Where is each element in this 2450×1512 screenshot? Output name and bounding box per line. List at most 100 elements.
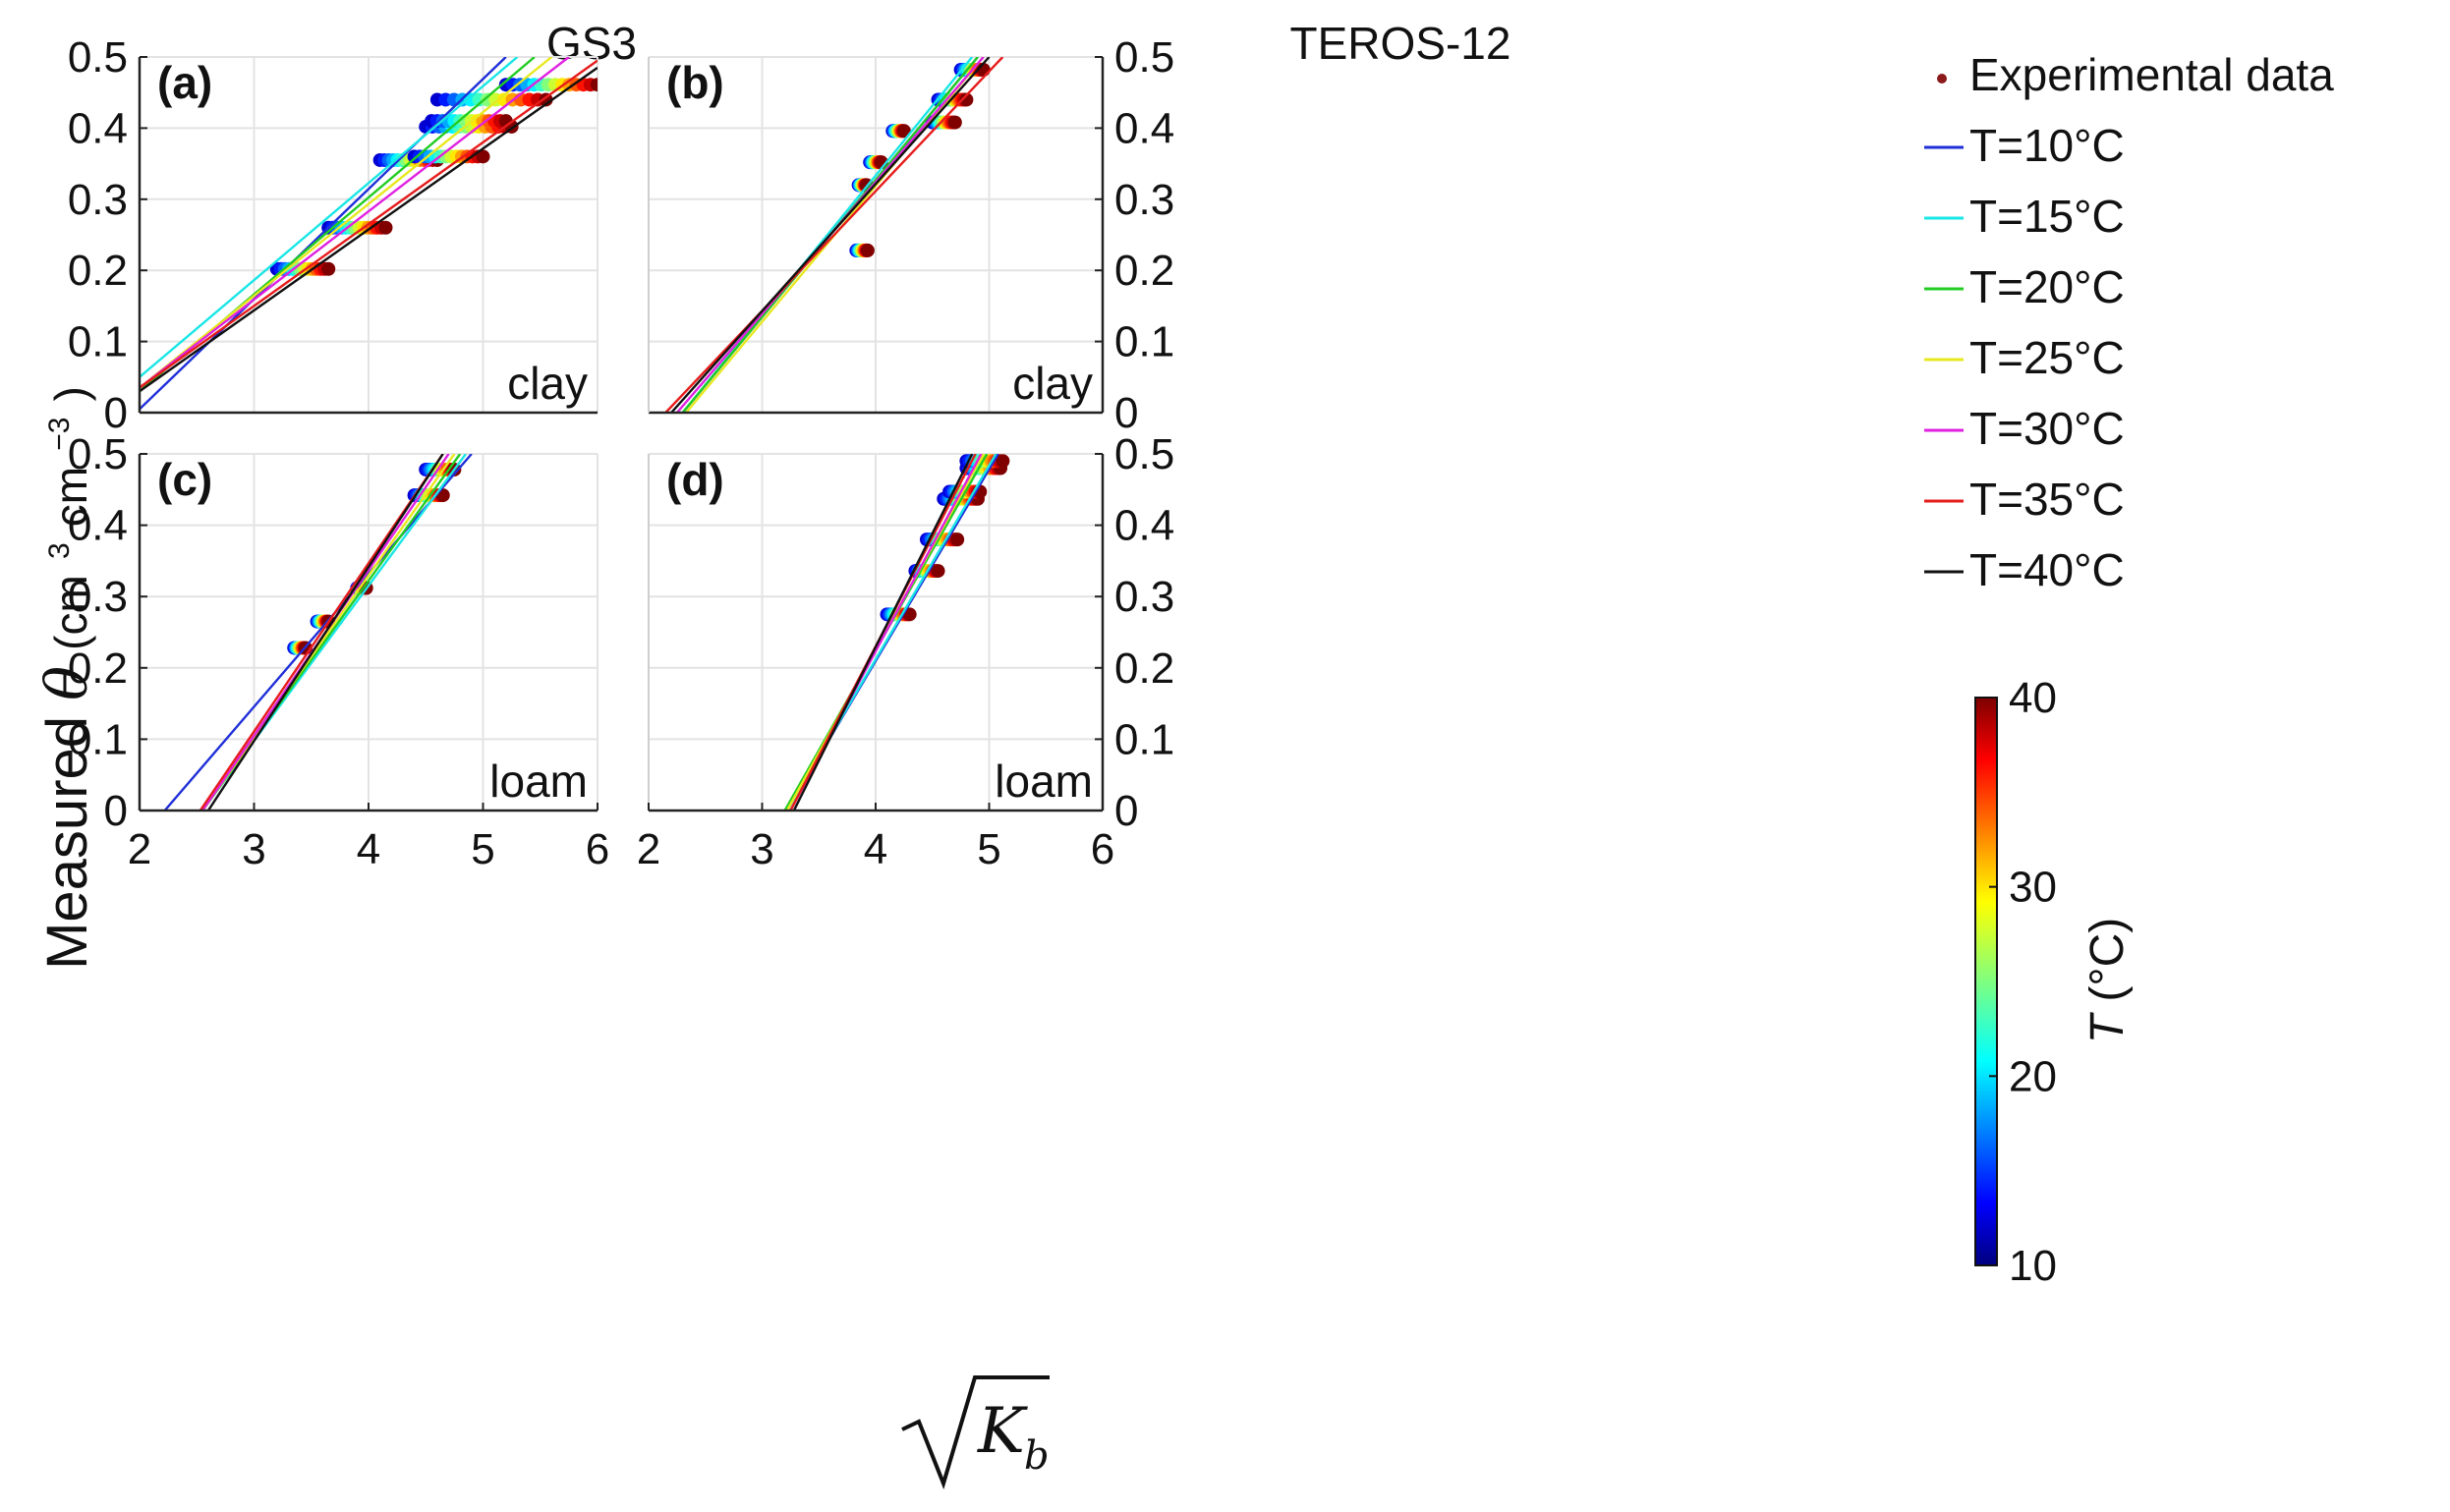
y-label-unit-mid: cm xyxy=(45,467,96,527)
panel-label: (a) xyxy=(157,57,212,108)
legend-label: Experimental data xyxy=(1969,49,2334,100)
data-series xyxy=(429,92,553,107)
x-tick-label: 3 xyxy=(242,825,265,873)
y-label-sup1: 3 xyxy=(43,542,76,559)
data-point xyxy=(860,243,875,257)
legend-label: T=10°C xyxy=(1969,120,2125,171)
fit-line-T30 xyxy=(140,57,570,389)
soil-label: loam xyxy=(489,756,588,807)
data-point xyxy=(996,454,1010,469)
y-label-text: Measured xyxy=(35,716,99,970)
y-tick-label: 0.3 xyxy=(1114,573,1174,621)
y-tick-label: 0.4 xyxy=(1114,104,1174,152)
y-tick-label: 0.4 xyxy=(68,104,128,152)
y-tick-label: 0.1 xyxy=(1114,715,1174,763)
x-tick-label: 5 xyxy=(471,825,494,873)
y-tick-label: 0.5 xyxy=(1114,33,1174,82)
y-label-sup2: −3 xyxy=(43,418,76,451)
fit-line-T40 xyxy=(140,66,598,393)
colorbar-tick-label: 40 xyxy=(2009,674,2057,722)
y-label-symbol: θ xyxy=(33,666,100,700)
legend-item: T=15°C xyxy=(1924,191,2125,242)
panel-label: (b) xyxy=(666,57,724,108)
data-point xyxy=(947,115,962,130)
data-point xyxy=(959,92,974,107)
fit-line-T40 xyxy=(792,454,974,811)
legend-dot-marker xyxy=(1937,74,1947,84)
y-tick-label: 0 xyxy=(104,787,128,835)
x-tick-label: 2 xyxy=(637,825,660,873)
y-tick-label: 0.1 xyxy=(68,715,128,763)
legend-label: T=20°C xyxy=(1969,261,2125,312)
fit-line-T10 xyxy=(140,57,507,411)
colorbar-gradient xyxy=(1974,697,1998,1266)
legend-item: T=35°C xyxy=(1924,474,2125,525)
fit-line-T40 xyxy=(670,57,991,413)
legend-label: T=25°C xyxy=(1969,332,2125,383)
fit-line-T15 xyxy=(140,57,519,378)
y-tick-label: 0.2 xyxy=(1114,247,1174,295)
legend-item: T=10°C xyxy=(1924,120,2125,171)
fit-line-T40 xyxy=(206,454,444,811)
colorbar-label: T (°C) xyxy=(2081,918,2134,1044)
colorbar: 10 20 30 40 T (°C) xyxy=(1974,674,2134,1290)
soil-label: clay xyxy=(1012,358,1093,409)
legend-item: T=40°C xyxy=(1924,544,2125,595)
data-series xyxy=(863,155,888,170)
sqrt-sign xyxy=(901,1375,1050,1490)
colorbar-ticks: 10 20 30 40 xyxy=(1989,674,2057,1290)
legend-label: T=35°C xyxy=(1969,474,2125,525)
data-point xyxy=(591,78,598,92)
y-label-unit-close: ) xyxy=(45,386,96,401)
y-tick-label: 0.3 xyxy=(68,176,128,224)
panel-label: (c) xyxy=(157,454,212,505)
legend: Experimental data T=10°C T=15°C T=20°C T=25°… xyxy=(1924,49,2334,595)
y-label-unit-open: (cm xyxy=(45,575,96,650)
colorbar-label-unit: (°C) xyxy=(2081,918,2134,1002)
x-tick-label: 5 xyxy=(977,825,1000,873)
panel-label: (d) xyxy=(666,454,724,505)
x-tick-label: 4 xyxy=(357,825,380,873)
x-tick-label: 2 xyxy=(128,825,151,873)
y-tick-label: 0.3 xyxy=(1114,176,1174,224)
y-tick-label: 0.5 xyxy=(68,33,128,82)
y-tick-label: 0.2 xyxy=(68,247,128,295)
data-point xyxy=(931,564,945,579)
svg-text:Measured θ: Measured θ (cm 3 cm −3 ) xyxy=(18,386,100,970)
x-tick-label: 3 xyxy=(750,825,773,873)
plot-area xyxy=(783,454,1010,811)
plot-area xyxy=(664,57,1004,413)
fit-line-T10 xyxy=(163,454,473,811)
fit-line-T35 xyxy=(140,59,598,389)
legend-item: Experimental data xyxy=(1937,49,2334,100)
soil-label: loam xyxy=(995,756,1093,807)
data-series xyxy=(425,114,513,129)
y-tick-label: 0 xyxy=(1114,787,1138,835)
y-tick-label: 0.1 xyxy=(68,318,128,366)
data-series xyxy=(498,78,598,92)
y-tick-label: 0.4 xyxy=(68,502,128,550)
data-series xyxy=(849,243,875,257)
x-label-sub: b xyxy=(1024,1433,1050,1479)
col-title-gs3: GS3 xyxy=(546,18,637,69)
x-tick-label: 4 xyxy=(864,825,887,873)
plot-area xyxy=(140,57,598,411)
y-tick-label: 0.1 xyxy=(1114,318,1174,366)
data-point xyxy=(378,220,393,235)
y-tick-label: 0 xyxy=(104,389,128,437)
data-point xyxy=(476,149,490,164)
x-tick-label: 6 xyxy=(1091,825,1114,873)
legend-label: T=40°C xyxy=(1969,544,2125,595)
colorbar-tick-label: 20 xyxy=(2009,1052,2057,1100)
col-title-teros12: TEROS-12 xyxy=(1290,18,1511,69)
panels: 0 0.1 0.2 0.3 0.4 0.5 (a) clay 0 0.1 0.2 0.3 0.4 0.5 (… xyxy=(68,33,1174,873)
panel-a: 0 0.1 0.2 0.3 0.4 0.5 (a) clay xyxy=(68,33,598,437)
colorbar-label-symbol: T xyxy=(2081,1011,2134,1043)
panel-c: 0 0.1 0.2 0.3 0.4 0.5 2 3 4 5 6 (c) loam xyxy=(68,430,609,873)
fit-line-T35 xyxy=(664,57,1004,413)
panel-d: 0 0.1 0.2 0.3 0.4 0.5 2 3 4 5 6 (d) loam xyxy=(637,430,1174,873)
data-series xyxy=(885,124,911,139)
y-tick-label: 0.4 xyxy=(1114,502,1174,550)
legend-item: T=30°C xyxy=(1924,403,2125,454)
